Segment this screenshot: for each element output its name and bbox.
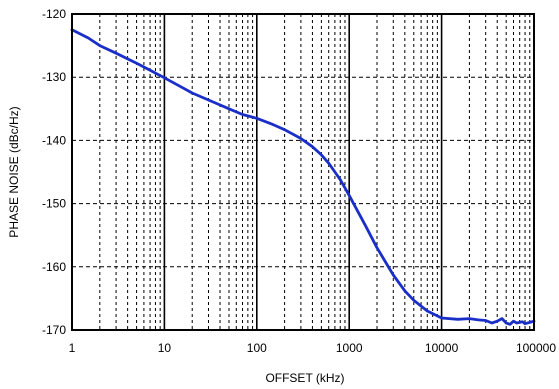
x-axis-title: OFFSET (kHz)	[265, 371, 344, 385]
x-tick-label: 100000	[516, 341, 556, 355]
plot-frame	[71, 13, 535, 331]
x-tick-label: 1000	[336, 341, 363, 355]
phase-noise-line	[70, 28, 536, 326]
y-tick-label: -120	[42, 7, 66, 21]
x-tick-label: 10	[158, 341, 172, 355]
y-tick-labels: -120 -130 -140 -150 -160 -170	[42, 7, 66, 337]
y-tick-label: -160	[42, 260, 66, 274]
y-tick-label: -170	[42, 323, 66, 337]
y-tick-label: -150	[42, 197, 66, 211]
x-tick-label: 1	[69, 341, 76, 355]
y-tick-label: -130	[42, 70, 66, 84]
plot-area	[72, 14, 534, 330]
major-grid	[163, 14, 443, 330]
x-tick-label: 10000	[425, 341, 459, 355]
x-tick-label: 100	[247, 341, 267, 355]
minor-grid	[72, 14, 534, 330]
y-tick-label: -140	[42, 133, 66, 147]
x-tick-labels: 1 10 100 1000 10000 100000	[69, 341, 557, 355]
y-axis-title: PHASE NOISE (dBc/Hz)	[7, 106, 21, 237]
